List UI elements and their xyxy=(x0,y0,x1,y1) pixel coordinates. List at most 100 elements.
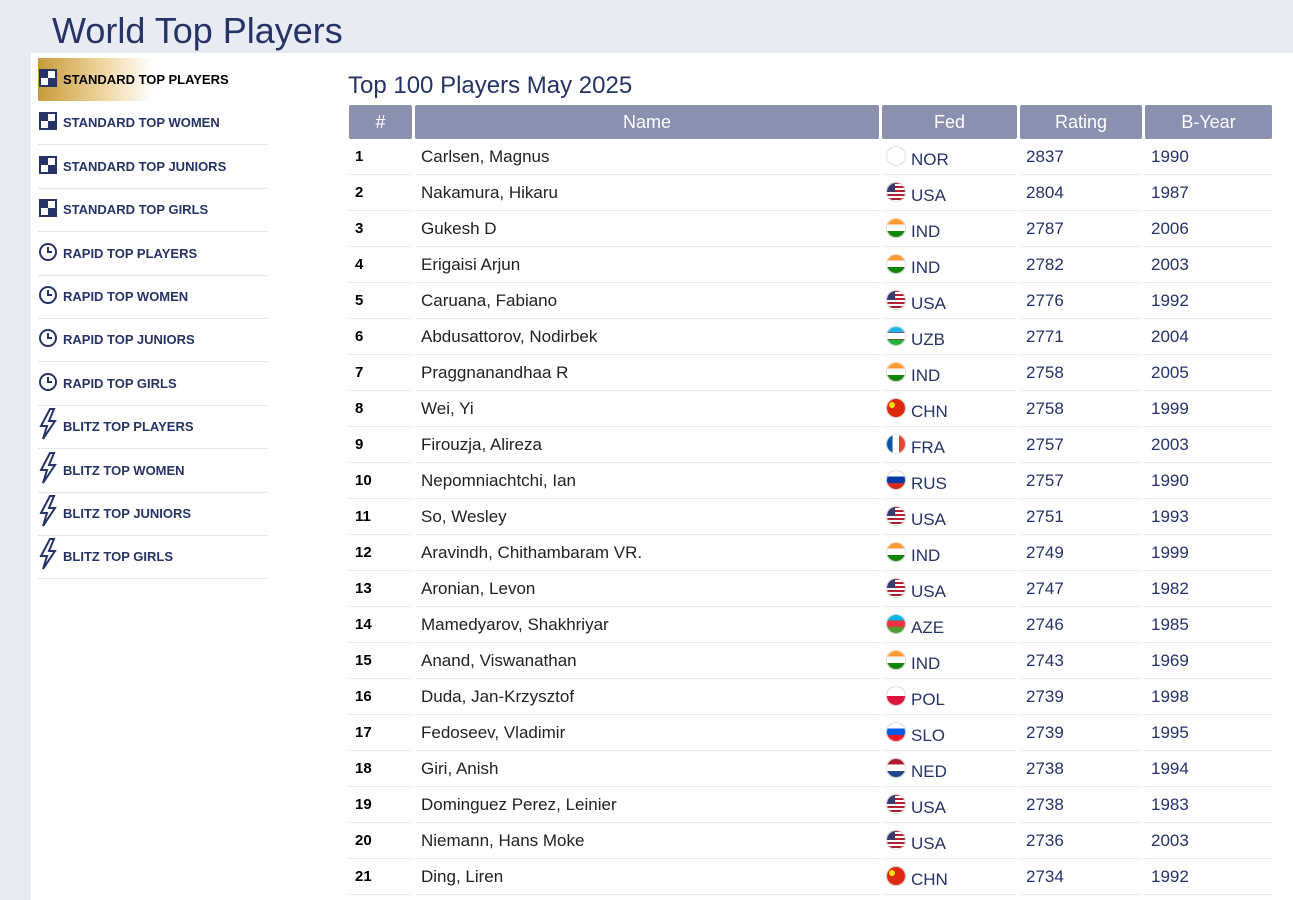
player-name[interactable]: Niemann, Hans Moke xyxy=(415,823,879,859)
federation: USA xyxy=(911,294,946,313)
federation: POL xyxy=(911,690,946,709)
rating: 2739 xyxy=(1020,715,1142,751)
rating: 2738 xyxy=(1020,751,1142,787)
rating: 2739 xyxy=(1020,679,1142,715)
birth-year: 1995 xyxy=(1145,715,1272,751)
flag xyxy=(886,290,906,310)
sidebar-link[interactable]: RAPID TOP JUNIORS xyxy=(38,318,267,363)
player-name[interactable]: Abdusattorov, Nodirbek xyxy=(415,319,879,355)
flag xyxy=(886,686,906,706)
rank: 21 xyxy=(349,859,412,895)
birth-year: 2003 xyxy=(1145,247,1272,283)
birth-year: 1998 xyxy=(1145,679,1272,715)
rank: 11 xyxy=(349,499,412,535)
player-name[interactable]: Mamedyarov, Shakhriyar xyxy=(415,607,879,643)
sidebar-link[interactable]: STANDARD TOP GIRLS xyxy=(38,188,267,233)
sidebar-link[interactable]: STANDARD TOP PLAYERS xyxy=(38,58,267,101)
sidebar-label: STANDARD TOP GIRLS xyxy=(63,202,209,218)
federation: SLO xyxy=(911,726,946,745)
player-name[interactable]: Aravindh, Chithambaram VR. xyxy=(415,535,879,571)
player-name[interactable]: Carlsen, Magnus xyxy=(415,139,879,175)
icon xyxy=(39,69,57,87)
column-header: B-Year xyxy=(1145,105,1272,139)
birth-year: 2005 xyxy=(1145,355,1272,391)
rating: 2751 xyxy=(1020,499,1142,535)
flag xyxy=(886,146,906,166)
federation-cell: IND xyxy=(882,247,1017,283)
rating: 2746 xyxy=(1020,607,1142,643)
federation-cell: IND xyxy=(882,535,1017,571)
sidebar-link[interactable]: STANDARD TOP JUNIORS xyxy=(38,145,267,189)
birth-year: 1985 xyxy=(1145,607,1272,643)
birth-year: 1993 xyxy=(1145,499,1272,535)
rank: 9 xyxy=(349,427,412,463)
rating: 2738 xyxy=(1020,787,1142,823)
birth-year: 1992 xyxy=(1145,283,1272,319)
rating: 2736 xyxy=(1020,823,1142,859)
sidebar-label: RAPID TOP PLAYERS xyxy=(63,245,198,261)
player-name[interactable]: Fedoseev, Vladimir xyxy=(415,715,879,751)
sidebar-link[interactable]: RAPID TOP GIRLS xyxy=(38,362,267,406)
rating: 2757 xyxy=(1020,463,1142,499)
player-name[interactable]: Gukesh D xyxy=(415,211,879,247)
player-name[interactable]: Aronian, Levon xyxy=(415,571,879,607)
sidebar-link[interactable]: STANDARD TOP WOMEN xyxy=(38,101,267,146)
player-name[interactable]: Anand, Viswanathan xyxy=(415,643,879,679)
flag xyxy=(886,542,906,562)
icon xyxy=(39,372,57,391)
federation-cell: IND xyxy=(882,211,1017,247)
federation: CHN xyxy=(911,402,948,421)
icon xyxy=(39,199,57,218)
player-name[interactable]: Dominguez Perez, Leinier xyxy=(415,787,879,823)
flag xyxy=(886,866,906,886)
sidebar-link[interactable]: BLITZ TOP WOMEN xyxy=(38,449,267,493)
rating: 2837 xyxy=(1020,139,1142,175)
player-name[interactable]: Caruana, Fabiano xyxy=(415,283,879,319)
birth-year: 2003 xyxy=(1145,427,1272,463)
player-name[interactable]: Nakamura, Hikaru xyxy=(415,175,879,211)
rank: 5 xyxy=(349,283,412,319)
federation: USA xyxy=(911,510,946,529)
player-name[interactable]: Firouzja, Alireza xyxy=(415,427,879,463)
federation-cell: CHN xyxy=(882,391,1017,427)
rank: 17 xyxy=(349,715,412,751)
player-name[interactable]: Nepomniachtchi, Ian xyxy=(415,463,879,499)
federation: RUS xyxy=(911,474,947,493)
rank: 10 xyxy=(349,463,412,499)
player-name[interactable]: Ding, Liren xyxy=(415,859,879,895)
player-name[interactable]: Giri, Anish xyxy=(415,751,879,787)
rating: 2758 xyxy=(1020,391,1142,427)
player-name[interactable]: Praggnanandhaa R xyxy=(415,355,879,391)
content xyxy=(31,53,1293,900)
rank: 18 xyxy=(349,751,412,787)
flag xyxy=(886,506,906,526)
icon xyxy=(39,286,57,304)
player-name[interactable]: Erigaisi Arjun xyxy=(415,247,879,283)
rank: 20 xyxy=(349,823,412,859)
sidebar-link[interactable]: BLITZ TOP JUNIORS xyxy=(38,492,267,536)
sidebar-link[interactable]: BLITZ TOP PLAYERS xyxy=(38,405,267,450)
rank: 19 xyxy=(349,787,412,823)
rating: 2804 xyxy=(1020,175,1142,211)
player-name[interactable]: So, Wesley xyxy=(415,499,879,535)
rating: 2734 xyxy=(1020,859,1142,895)
sidebar-link[interactable]: BLITZ TOP GIRLS xyxy=(38,535,267,580)
birth-year: 1987 xyxy=(1145,175,1272,211)
player-name[interactable]: Duda, Jan-Krzysztof xyxy=(415,679,879,715)
sidebar-link[interactable]: RAPID TOP WOMEN xyxy=(38,275,267,319)
federation: NOR xyxy=(911,150,949,169)
sidebar-label: RAPID TOP WOMEN xyxy=(63,289,189,304)
birth-year: 1990 xyxy=(1145,139,1272,175)
sidebar-label: RAPID TOP JUNIORS xyxy=(63,332,195,348)
flag xyxy=(886,650,906,670)
rank: 12 xyxy=(349,535,412,571)
birth-year: 1994 xyxy=(1145,751,1272,787)
federation-cell: USA xyxy=(882,283,1017,319)
sidebar-label: BLITZ TOP PLAYERS xyxy=(63,419,194,435)
federation: CHN xyxy=(911,870,948,889)
sidebar-link[interactable]: RAPID TOP PLAYERS xyxy=(38,232,267,276)
player-name[interactable]: Wei, Yi xyxy=(415,391,879,427)
rank: 14 xyxy=(349,607,412,643)
federation-cell: USA xyxy=(882,787,1017,823)
icon xyxy=(39,242,57,261)
